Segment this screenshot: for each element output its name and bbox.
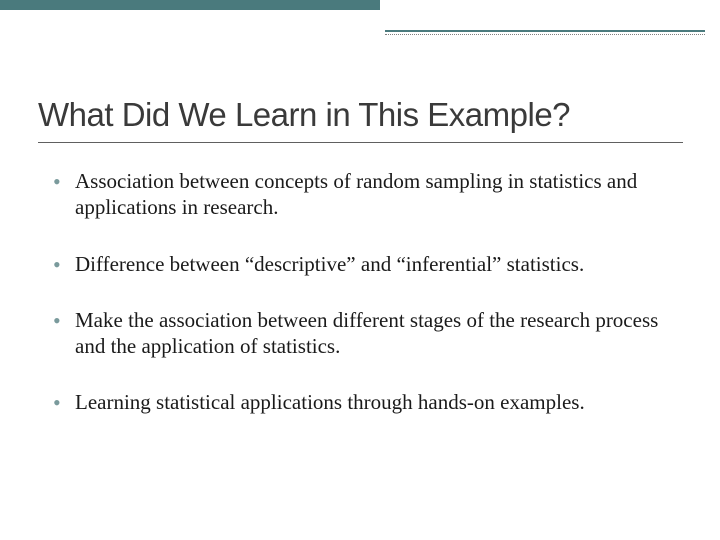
accent-thin-line	[385, 30, 705, 32]
slide-container: What Did We Learn in This Example? Assoc…	[0, 0, 720, 540]
slide-title: What Did We Learn in This Example?	[38, 96, 570, 134]
accent-bar	[0, 0, 380, 10]
bullet-list: Association between concepts of random s…	[53, 168, 673, 446]
bullet-item: Make the association between different s…	[53, 307, 673, 360]
bullet-item: Association between concepts of random s…	[53, 168, 673, 221]
bullet-item: Learning statistical applications throug…	[53, 389, 673, 415]
title-underline	[38, 142, 683, 143]
accent-dotted-line	[385, 34, 705, 35]
bullet-item: Difference between “descriptive” and “in…	[53, 251, 673, 277]
